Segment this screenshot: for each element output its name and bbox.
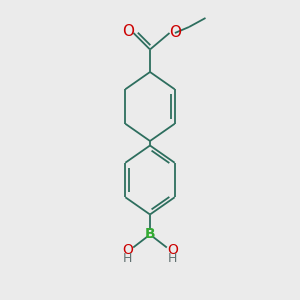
Text: B: B xyxy=(145,227,155,241)
Text: O: O xyxy=(122,24,134,39)
Text: H: H xyxy=(123,251,132,265)
Text: H: H xyxy=(168,251,177,265)
Text: O: O xyxy=(122,243,133,256)
Text: O: O xyxy=(169,25,181,40)
Text: O: O xyxy=(167,243,178,256)
